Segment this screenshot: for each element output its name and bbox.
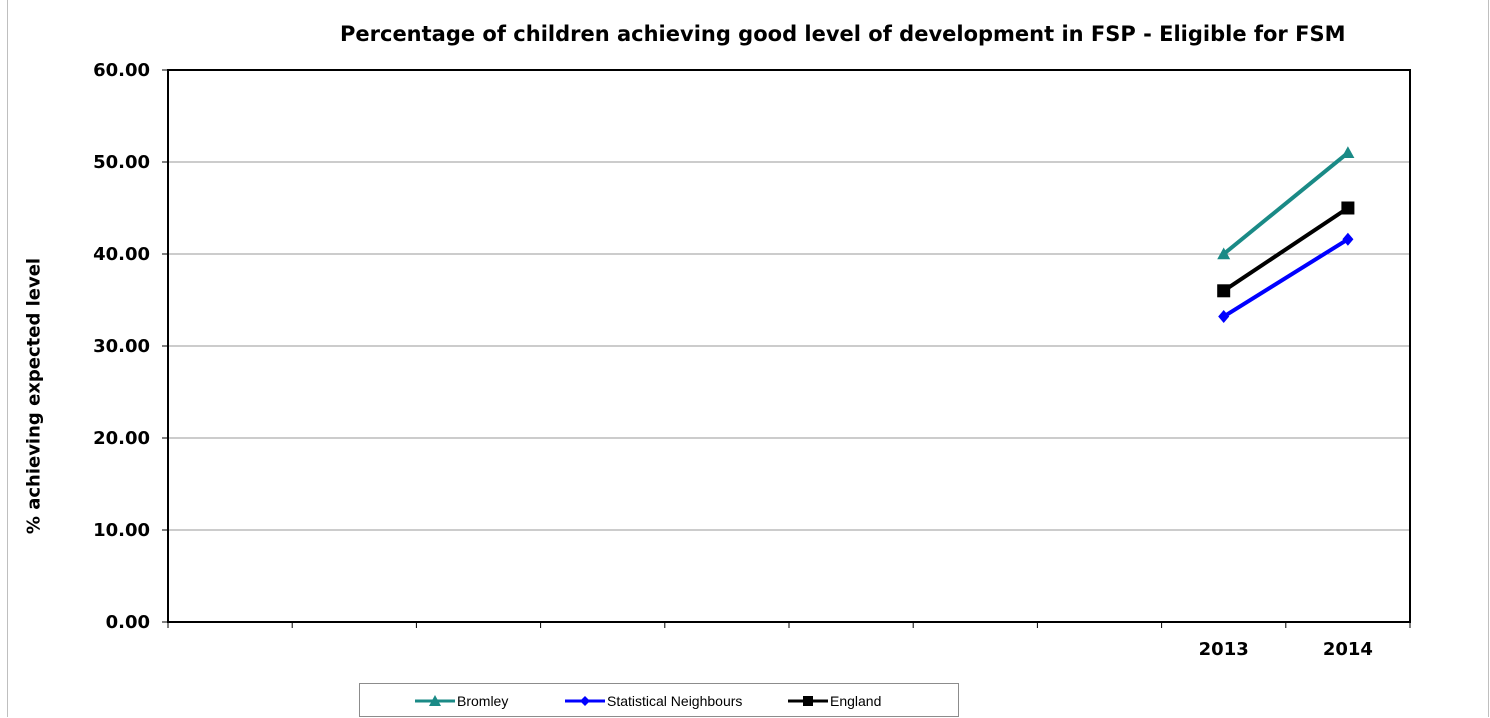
bromley-point	[1341, 146, 1355, 158]
chart-legend: Bromley Statistical Neighbours England	[359, 683, 959, 717]
chart-frame	[7, 0, 1489, 717]
chart-plot: 0.00 10.00 20.00 30.00 40.00 50.00 60.00 2013 20…	[93, 60, 1411, 660]
y-tick-label: 60.00	[93, 60, 150, 81]
legend-label: England	[830, 693, 882, 709]
y-tick-label: 0.00	[106, 612, 150, 633]
statistical-neighbours-line	[1222, 237, 1349, 319]
bromley-point	[1217, 247, 1231, 260]
y-tick-label: 20.00	[93, 428, 150, 449]
england-line	[1222, 206, 1350, 293]
england-point	[1341, 201, 1355, 215]
legend-label: Bromley	[457, 693, 509, 709]
chart-title: Percentage of children achieving good le…	[340, 22, 1346, 46]
bromley-line	[1222, 151, 1350, 256]
statistical-neighbours-point	[1342, 232, 1354, 246]
legend-item-statistical-neighbours: Statistical Neighbours	[565, 684, 742, 718]
y-tick-label: 10.00	[93, 520, 150, 541]
legend-swatch	[565, 696, 605, 706]
y-tick-label: 50.00	[93, 152, 150, 173]
legend-item-bromley: Bromley	[415, 684, 508, 718]
legend-item-england: England	[788, 684, 881, 718]
statistical-neighbours-point	[1218, 310, 1230, 324]
y-tick-label: 40.00	[93, 244, 150, 265]
england-point	[1217, 284, 1231, 298]
legend-label: Statistical Neighbours	[607, 693, 743, 709]
y-tick-label: 30.00	[93, 336, 150, 357]
legend-swatch	[788, 696, 828, 706]
x-tick-label: 2014	[1323, 639, 1373, 660]
legend-swatch	[415, 695, 455, 706]
x-tick-label: 2013	[1199, 639, 1249, 660]
